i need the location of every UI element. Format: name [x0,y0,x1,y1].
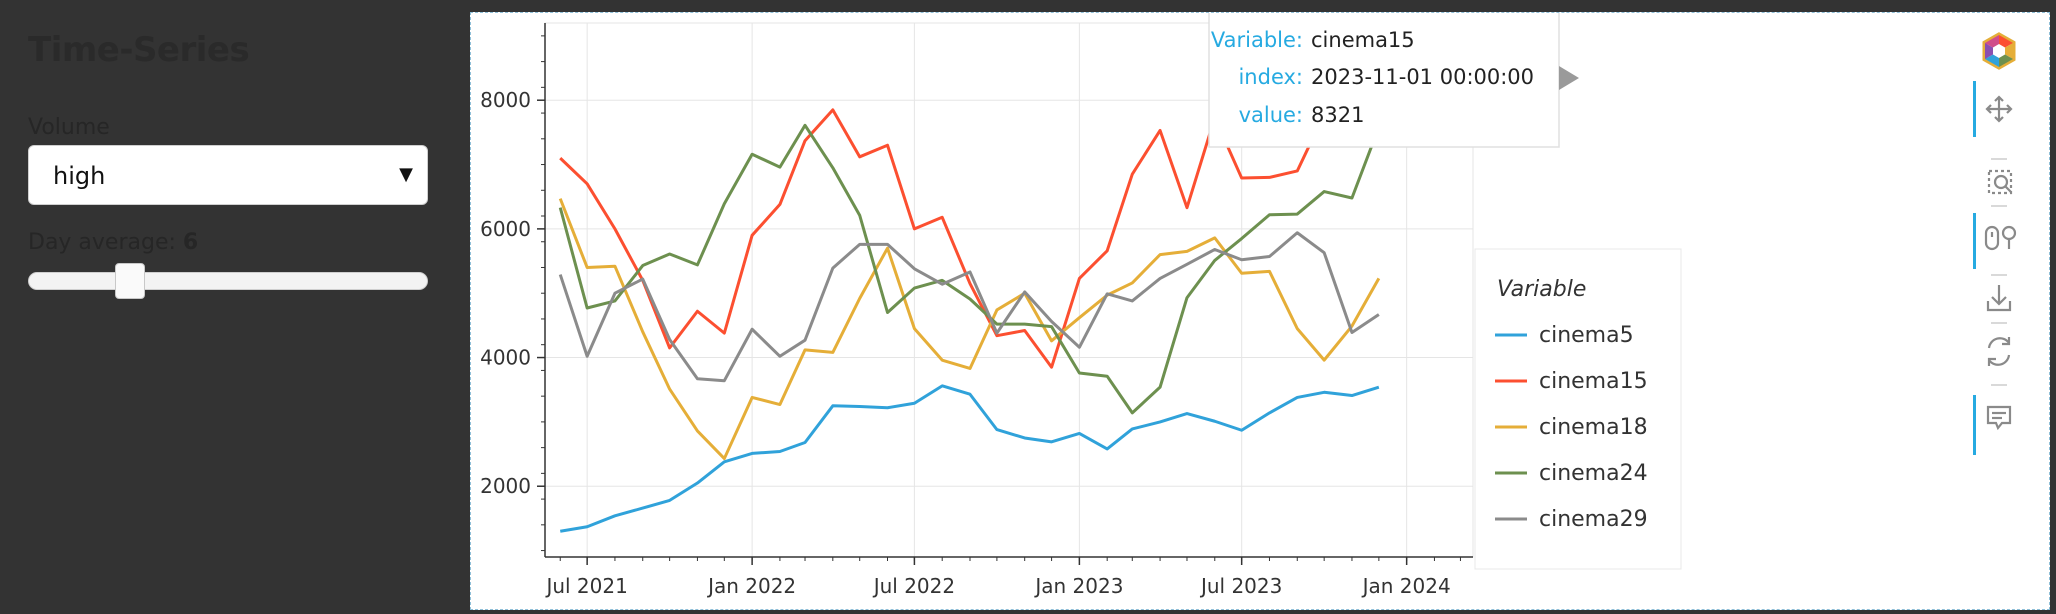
legend-label-cinema24: cinema24 [1539,461,1648,486]
series-line-cinema18 [558,198,1381,461]
volume-label: Volume [28,115,110,140]
hover-tooltip: Variable: cinema15 index: 2023-11-01 00:… [1208,13,1579,148]
day-average-value: 6 [182,230,199,255]
axis-layer: Jul 2021 Jan 2022 Jul 2022 Jan 2023 Jul 2023… [480,23,1473,598]
day-average-slider-handle[interactable] [115,263,145,299]
sidebar-title: Time-Series [28,30,250,70]
legend-label-cinema18: cinema18 [1539,415,1648,440]
box-zoom-icon[interactable] [1987,169,2013,195]
series-line-cinema24 [558,123,1381,415]
series-line-cinema29 [558,231,1380,383]
wheel-zoom-active-indicator [1973,213,1976,269]
save-icon[interactable] [1986,285,2012,312]
y-tick-label: 2000 [480,474,531,498]
series-layer [558,78,1381,533]
volume-select-value: high [53,162,106,190]
tooltip-index-key: index: [1238,65,1303,89]
x-tick-label: Jan 2022 [706,574,796,598]
tooltip-value-value: 8321 [1311,103,1364,127]
x-tick-label: Jul 2021 [544,574,627,598]
tooltip-variable-value: cinema15 [1311,28,1415,52]
y-tick-label: 6000 [480,217,531,241]
tooltip-variable-key: Variable: [1211,28,1303,52]
chevron-down-icon: ▼ [399,164,413,185]
x-tick-label: Jul 2023 [1199,574,1282,598]
pan-icon[interactable] [1985,95,2013,123]
series-line-cinema15 [559,78,1381,369]
tooltip-index-value: 2023-11-01 00:00:00 [1311,65,1534,89]
x-tick-label: Jan 2024 [1361,574,1451,598]
legend-title: Variable [1497,277,1586,302]
chart-panel: Jul 2021 Jan 2022 Jul 2022 Jan 2023 Jul 2023… [470,12,2050,610]
sidebar: Time-Series Volume high ▼ Day average: 6 [0,0,470,614]
legend-label-cinema15: cinema15 [1539,369,1648,394]
day-average-slider[interactable] [28,272,428,290]
time-series-chart[interactable]: Jul 2021 Jan 2022 Jul 2022 Jan 2023 Jul 2023… [471,13,2049,609]
day-average-label: Day average: 6 [28,230,198,255]
x-tick-label: Jul 2022 [872,574,955,598]
tooltip-value-key: value: [1239,103,1303,127]
legend-box [1474,248,1682,570]
legend-label-cinema5: cinema5 [1539,323,1634,348]
wheel-zoom-icon[interactable] [1984,225,2017,251]
pan-active-indicator [1973,81,1976,137]
legend-label-cinema29: cinema29 [1539,507,1648,532]
volume-select[interactable]: high ▼ [28,145,428,205]
series-line-cinema5 [559,384,1380,533]
bokeh-logo-icon[interactable] [1982,32,2016,70]
day-average-label-text: Day average: [28,230,183,255]
hover-icon[interactable] [1986,405,2012,431]
chart-toolbar [1973,32,2017,455]
hover-active-indicator [1973,395,1976,455]
tooltip-pointer [1559,66,1579,90]
y-tick-label: 4000 [480,346,531,370]
reset-icon[interactable] [1987,337,2011,366]
y-tick-label: 8000 [480,88,531,112]
x-tick-label: Jan 2023 [1033,574,1123,598]
legend: Variable cinema5 cinema15 cinema18 cinema24 c… [1474,248,1682,570]
